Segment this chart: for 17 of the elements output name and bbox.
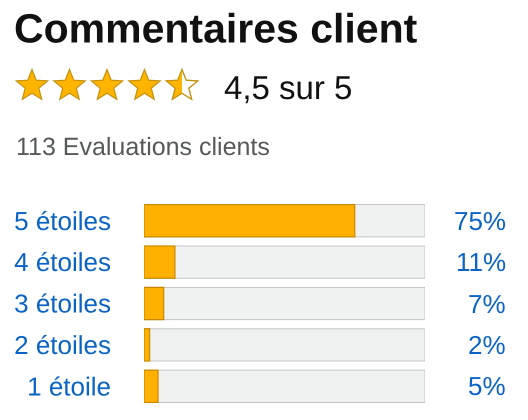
y-tick-label: 2 étoiles [14,330,111,360]
y-tick-label: 1 étoile [27,371,111,402]
data-label: 11% [456,247,506,277]
bar [144,286,164,320]
chart-subtitle: 4,5 sur 5 [224,69,352,106]
data-label: 75% [454,206,506,236]
bar [144,245,176,279]
data-label: 7% [468,289,506,319]
y-tick-label: 3 étoiles [14,288,111,319]
data-label: 2% [468,330,506,360]
y-tick-label: 5 étoiles [14,206,111,236]
chart-title: Commentaires client [14,5,418,52]
bar [144,328,150,362]
y-tick-label: 4 étoiles [14,247,111,278]
data-label: 5% [468,371,506,401]
bar [144,370,159,404]
text: 113 Evaluations clients [16,133,270,161]
